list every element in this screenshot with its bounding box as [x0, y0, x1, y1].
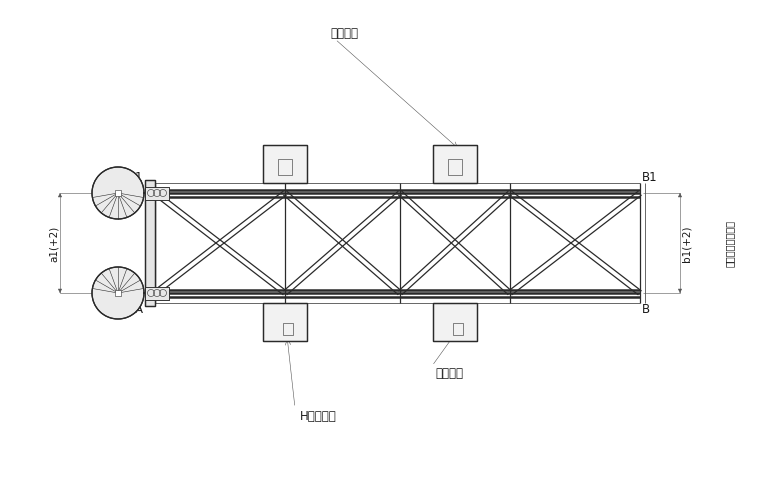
Bar: [263, 304, 307, 341]
Text: 固定楔子: 固定楔子: [435, 367, 463, 380]
Bar: [453, 324, 463, 335]
Bar: [263, 304, 307, 341]
Bar: [145, 287, 169, 300]
Bar: [263, 146, 307, 183]
Text: H型钢垫件: H型钢垫件: [300, 409, 337, 423]
Text: a1(+2): a1(+2): [49, 225, 59, 262]
Bar: [433, 146, 477, 183]
Bar: [263, 146, 307, 183]
Bar: [145, 181, 155, 306]
Bar: [145, 287, 169, 300]
Bar: [115, 290, 121, 296]
Bar: [283, 324, 293, 335]
Bar: [448, 160, 462, 176]
Bar: [145, 181, 155, 306]
Text: B1: B1: [642, 171, 657, 184]
Bar: [145, 187, 169, 200]
Circle shape: [92, 267, 144, 319]
Bar: [433, 146, 477, 183]
Bar: [433, 304, 477, 341]
Text: 固定挡块: 固定挡块: [330, 27, 358, 41]
Circle shape: [92, 168, 144, 220]
Bar: [278, 160, 292, 176]
Text: b1(+2): b1(+2): [681, 225, 691, 262]
Text: A1: A1: [128, 171, 143, 184]
Bar: [115, 191, 121, 197]
Text: 保证钢管中心距离: 保证钢管中心距离: [725, 220, 735, 267]
Text: B: B: [642, 303, 650, 316]
Text: A: A: [135, 303, 143, 316]
Bar: [145, 187, 169, 200]
Bar: [433, 304, 477, 341]
